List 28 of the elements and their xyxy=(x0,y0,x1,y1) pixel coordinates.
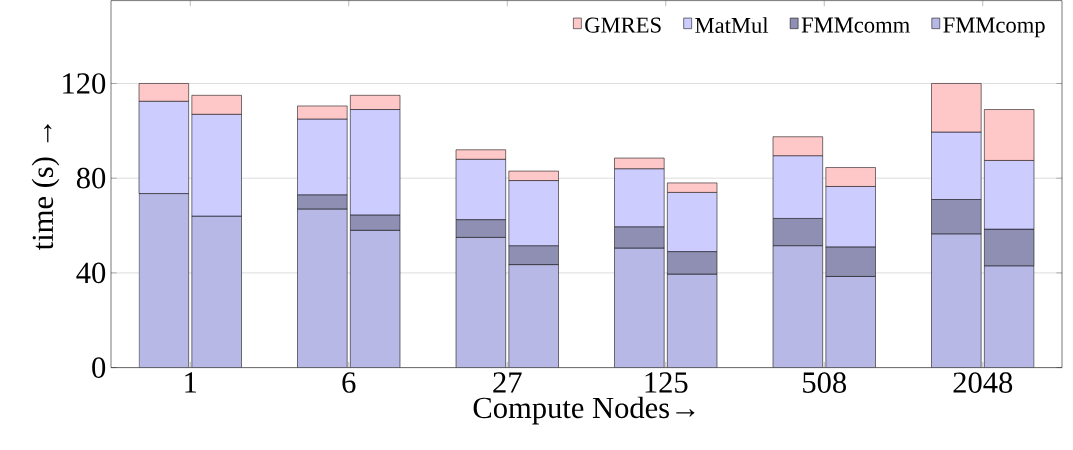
legend-label: MatMul xyxy=(695,17,769,34)
bar xyxy=(508,264,559,368)
bar xyxy=(139,193,189,368)
bar xyxy=(825,276,876,368)
bar xyxy=(931,233,982,368)
bar xyxy=(297,208,348,368)
bar xyxy=(667,274,718,368)
x-axis-title: Compute Nodes→ xyxy=(473,396,695,425)
bar xyxy=(773,245,823,368)
x-tick-label: 27 xyxy=(493,372,522,393)
x-tick-label: 6 xyxy=(342,372,356,393)
bar xyxy=(456,237,506,368)
x-tick-label: 1 xyxy=(185,372,197,393)
legend-label: FMMcomp xyxy=(943,17,1045,38)
y-tick-label: 120 xyxy=(63,73,106,94)
x-tick-label: 508 xyxy=(803,372,847,393)
y-tick-label: 80 xyxy=(76,167,106,189)
y-tick-label: 40 xyxy=(76,262,106,284)
legend-label: GMRES xyxy=(585,17,661,33)
bar xyxy=(350,230,401,368)
bar xyxy=(191,216,242,368)
bar xyxy=(984,265,1035,368)
x-tick-label: 125 xyxy=(645,372,688,393)
bar xyxy=(614,248,665,368)
x-tick-label: 2048 xyxy=(953,372,1013,393)
y-axis-title: time (s) → xyxy=(31,124,60,250)
legend-label: FMMcomm xyxy=(801,17,910,33)
y-tick-label: 0 xyxy=(92,357,106,378)
